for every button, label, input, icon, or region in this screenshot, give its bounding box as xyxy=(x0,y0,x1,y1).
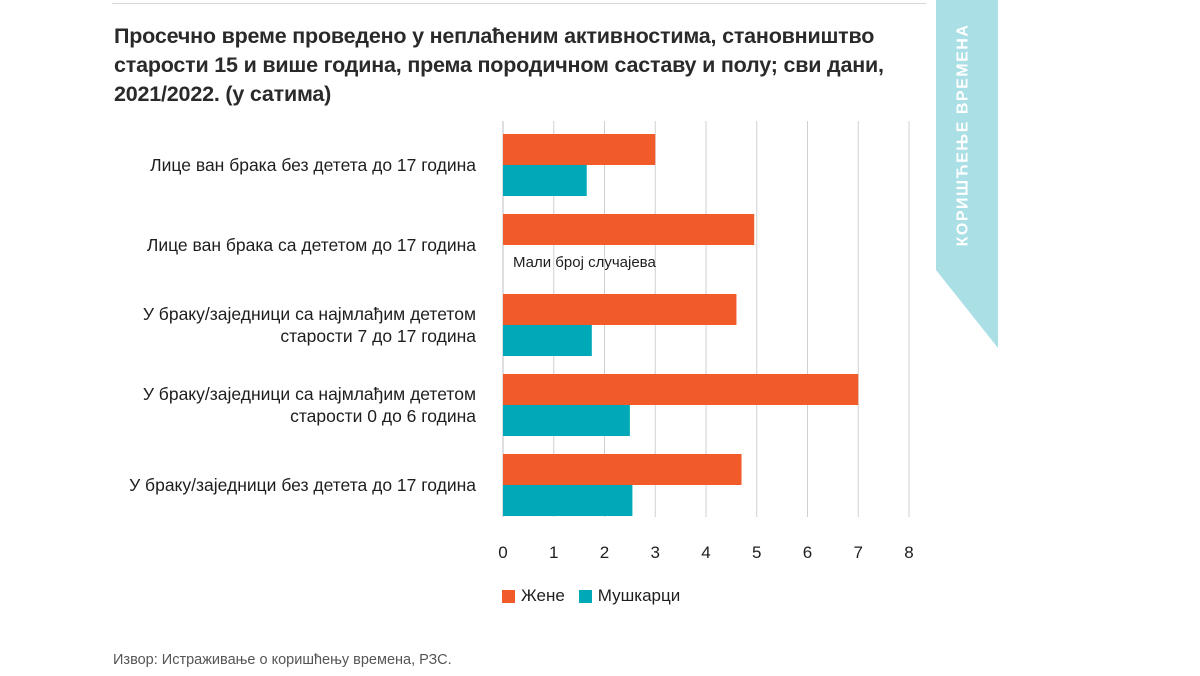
top-rule xyxy=(112,3,926,4)
category-label: У браку/заједници са најмлађим дететом xyxy=(143,304,476,324)
legend-swatch-women xyxy=(502,589,515,603)
x-tick-label: 3 xyxy=(651,543,660,562)
bar-men xyxy=(503,405,630,436)
x-tick-label: 4 xyxy=(701,543,710,562)
category-label: старости 7 до 17 година xyxy=(280,326,476,346)
side-tab-banner xyxy=(935,0,998,348)
bar-men xyxy=(503,325,592,356)
bar-men xyxy=(503,485,633,516)
category-label: У браку/заједници са најмлађим дететом xyxy=(143,384,476,404)
x-tick-label: 5 xyxy=(752,543,761,562)
x-tick-label: 2 xyxy=(600,543,609,562)
bar-women xyxy=(503,374,859,405)
legend-label-women: Жене xyxy=(521,586,565,605)
x-tick-label: 0 xyxy=(498,543,507,562)
bar-women xyxy=(503,134,656,165)
x-tick-label: 8 xyxy=(904,543,913,562)
x-tick-label: 7 xyxy=(854,543,863,562)
annotation-label: Мали број случајева xyxy=(513,254,656,271)
legend-item-women: Жене xyxy=(502,586,565,606)
x-tick-label: 1 xyxy=(549,543,558,562)
category-label: У браку/заједници без детета до 17 годин… xyxy=(129,475,476,495)
legend-label-men: Мушкарци xyxy=(597,586,681,605)
category-label: Лице ван брака без детета до 17 година xyxy=(150,155,476,175)
category-label: Лице ван брака са дететом до 17 година xyxy=(147,235,476,255)
chart-title: Просечно време проведено у неплаћеним ак… xyxy=(114,24,884,106)
legend-swatch-men xyxy=(578,589,592,603)
category-label: старости 0 до 6 година xyxy=(290,406,476,426)
legend-item-men: Мушкарци xyxy=(578,586,681,606)
bar-men xyxy=(503,165,587,196)
legend: Жене Мушкарци xyxy=(502,586,694,606)
x-tick-label: 6 xyxy=(803,543,812,562)
bar-women xyxy=(503,214,755,245)
bar-women xyxy=(503,294,737,325)
source-note: Извор: Истраживање о коришћењу времена, … xyxy=(113,652,452,668)
bar-women xyxy=(503,454,742,485)
